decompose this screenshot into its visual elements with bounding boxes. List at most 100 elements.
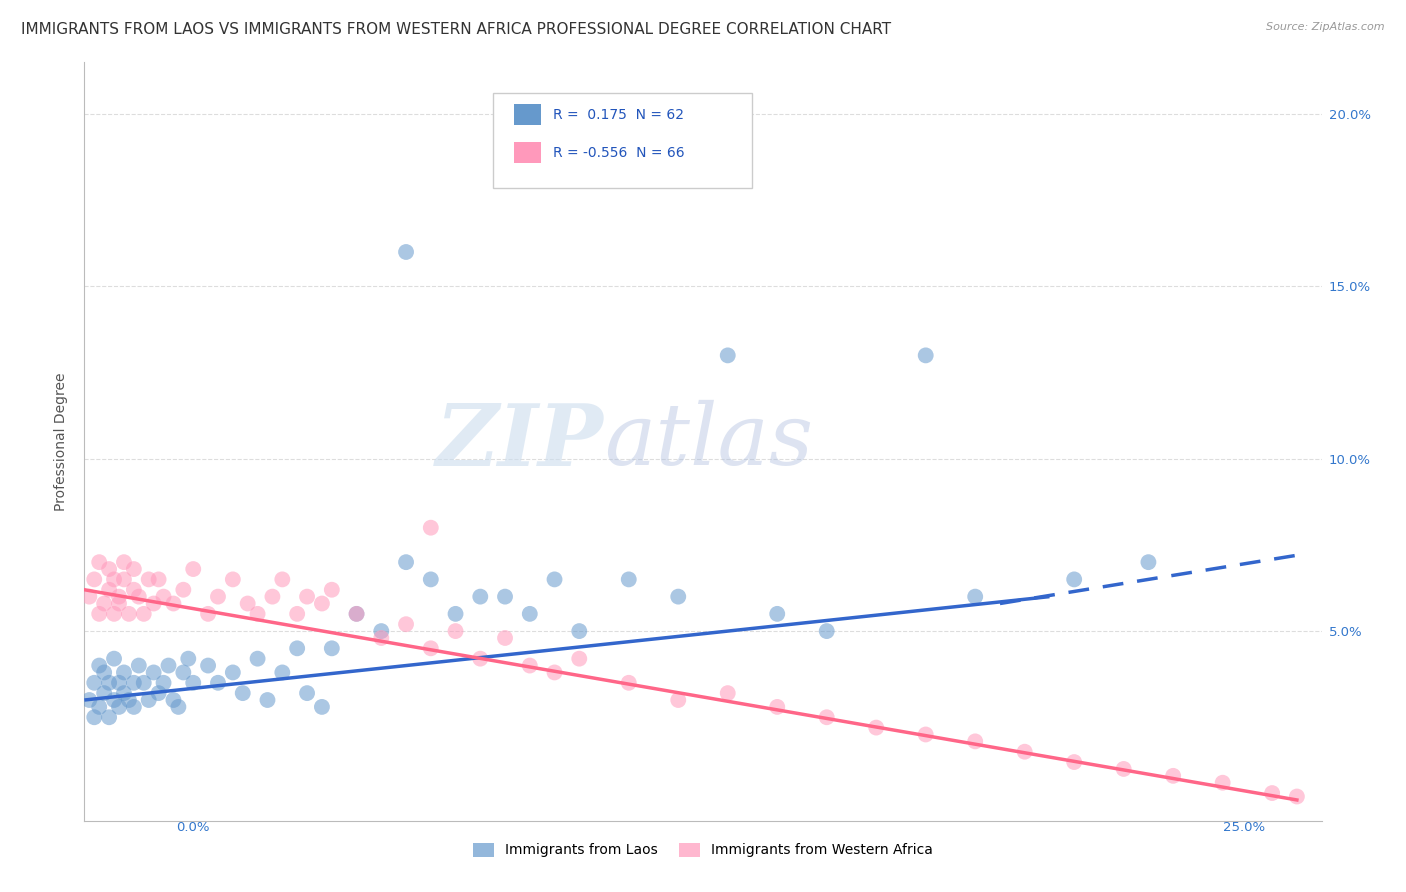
- Point: [79, 693, 101, 707]
- Point: [1212, 776, 1234, 790]
- Point: [222, 573, 245, 587]
- Point: [965, 590, 987, 604]
- Point: [128, 590, 150, 604]
- Point: [395, 555, 418, 569]
- Point: [98, 562, 121, 576]
- Text: atlas: atlas: [605, 401, 813, 483]
- Point: [138, 693, 160, 707]
- Point: [419, 573, 441, 587]
- Point: [152, 590, 174, 604]
- FancyBboxPatch shape: [492, 93, 752, 187]
- Point: [370, 624, 392, 639]
- Point: [1112, 762, 1135, 776]
- Point: [311, 699, 333, 714]
- Point: [103, 573, 125, 587]
- Point: [419, 521, 441, 535]
- Point: [172, 665, 194, 680]
- Point: [519, 607, 541, 621]
- Point: [108, 597, 131, 611]
- Point: [138, 573, 160, 587]
- Point: [285, 607, 308, 621]
- Point: [1063, 755, 1085, 769]
- Point: [1014, 745, 1036, 759]
- Point: [157, 658, 180, 673]
- Point: [122, 699, 145, 714]
- Point: [568, 651, 591, 665]
- Point: [1285, 789, 1308, 804]
- Point: [717, 686, 740, 700]
- Point: [914, 348, 936, 362]
- Point: [93, 597, 115, 611]
- Point: [98, 710, 121, 724]
- Point: [132, 675, 155, 690]
- Point: [617, 675, 640, 690]
- Point: [865, 721, 887, 735]
- Point: [89, 699, 111, 714]
- Point: [181, 562, 204, 576]
- Point: [246, 651, 269, 665]
- Point: [470, 651, 492, 665]
- Point: [271, 573, 294, 587]
- Point: [1137, 555, 1160, 569]
- Point: [83, 573, 105, 587]
- Point: [285, 641, 308, 656]
- Point: [543, 665, 565, 680]
- Point: [1261, 786, 1284, 800]
- Point: [568, 624, 591, 639]
- Point: [128, 658, 150, 673]
- Point: [617, 573, 640, 587]
- Point: [815, 710, 838, 724]
- Point: [494, 631, 516, 645]
- Point: [89, 607, 111, 621]
- Point: [207, 590, 229, 604]
- Point: [98, 582, 121, 597]
- Bar: [513, 142, 541, 163]
- Point: [152, 675, 174, 690]
- Point: [232, 686, 254, 700]
- Point: [370, 631, 392, 645]
- Point: [295, 686, 318, 700]
- Point: [108, 699, 131, 714]
- Point: [118, 693, 141, 707]
- Point: [83, 675, 105, 690]
- Point: [246, 607, 269, 621]
- Point: [1063, 573, 1085, 587]
- Point: [98, 675, 121, 690]
- Point: [395, 244, 418, 259]
- Point: [321, 582, 343, 597]
- Point: [172, 582, 194, 597]
- Point: [346, 607, 368, 621]
- Point: [444, 607, 467, 621]
- Point: [717, 348, 740, 362]
- Point: [914, 727, 936, 741]
- Point: [148, 573, 170, 587]
- Point: [494, 590, 516, 604]
- Point: [108, 675, 131, 690]
- Text: R =  0.175  N = 62: R = 0.175 N = 62: [554, 108, 685, 121]
- Point: [177, 651, 200, 665]
- Text: IMMIGRANTS FROM LAOS VS IMMIGRANTS FROM WESTERN AFRICA PROFESSIONAL DEGREE CORRE: IMMIGRANTS FROM LAOS VS IMMIGRANTS FROM …: [21, 22, 891, 37]
- Point: [256, 693, 278, 707]
- Point: [142, 665, 165, 680]
- Point: [122, 582, 145, 597]
- Point: [262, 590, 284, 604]
- Point: [142, 597, 165, 611]
- Point: [965, 734, 987, 748]
- Point: [815, 624, 838, 639]
- Point: [766, 607, 789, 621]
- Point: [519, 658, 541, 673]
- Point: [197, 658, 219, 673]
- Point: [543, 573, 565, 587]
- Point: [346, 607, 368, 621]
- Point: [666, 590, 689, 604]
- Point: [83, 710, 105, 724]
- Point: [112, 665, 135, 680]
- Text: ZIP: ZIP: [436, 400, 605, 483]
- Point: [122, 562, 145, 576]
- Point: [207, 675, 229, 690]
- Point: [112, 686, 135, 700]
- Text: R = -0.556  N = 66: R = -0.556 N = 66: [554, 145, 685, 160]
- Point: [132, 607, 155, 621]
- Bar: [513, 104, 541, 126]
- Point: [93, 686, 115, 700]
